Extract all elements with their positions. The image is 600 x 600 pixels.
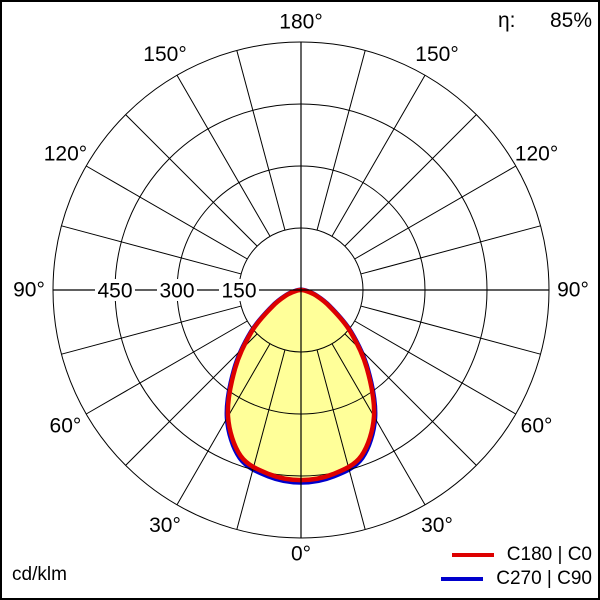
grid-spoke [344, 333, 477, 466]
legend-line-blue [441, 576, 484, 581]
legend-label-c90: C270 | C90 [496, 568, 592, 589]
grid-spoke [176, 343, 271, 506]
grid-spoke [360, 225, 541, 275]
angle-label: 60° [50, 415, 82, 438]
legend-label-c0: C180 | C0 [506, 544, 592, 565]
grid-spoke [354, 165, 517, 260]
legend-item-c0: C180 | C0 [451, 544, 592, 565]
grid-spoke [360, 305, 541, 355]
angle-label: 90° [557, 279, 589, 302]
grid-spoke [125, 333, 258, 466]
grid-spoke [316, 50, 366, 231]
radial-label-bg [220, 279, 258, 301]
angle-label: 90° [13, 279, 45, 302]
grid-spoke [125, 114, 258, 247]
angle-label: 120° [44, 143, 87, 166]
angle-label: 150° [415, 43, 458, 66]
grid-spoke [176, 74, 271, 237]
radial-label-bg [158, 279, 196, 301]
efficiency-value: 85% [549, 9, 592, 32]
angle-label: 60° [521, 415, 553, 438]
radial-axis-label: 300 [159, 280, 194, 303]
legend-line-red [451, 552, 494, 557]
grid-spoke [344, 114, 477, 247]
grid-spoke [354, 320, 517, 415]
radial-label-bg [96, 279, 134, 301]
grid-spoke [236, 349, 286, 530]
efficiency-label: η: [498, 9, 516, 32]
grid-spoke [236, 50, 286, 231]
legend: C180 | C0 C270 | C90 [441, 544, 592, 589]
angle-label: 180° [279, 11, 322, 34]
efficiency-row: η: 85% [498, 9, 592, 33]
grid-spoke [85, 165, 248, 260]
radial-axis-label: 150 [221, 280, 256, 303]
grid-spoke [331, 343, 426, 506]
grid-spoke [61, 305, 242, 355]
grid-spoke [61, 225, 242, 275]
grid-spoke [85, 320, 248, 415]
angle-label: 120° [515, 143, 558, 166]
angle-label: 0° [291, 543, 311, 566]
grid-spoke [331, 74, 426, 237]
radial-axis-label: 450 [97, 280, 132, 303]
angle-label: 30° [421, 514, 453, 537]
grid-spoke [316, 349, 366, 530]
angle-label: 30° [149, 514, 181, 537]
angle-label: 150° [143, 43, 186, 66]
legend-item-c90: C270 | C90 [441, 568, 592, 589]
unit-label: cd/klm [12, 564, 67, 585]
